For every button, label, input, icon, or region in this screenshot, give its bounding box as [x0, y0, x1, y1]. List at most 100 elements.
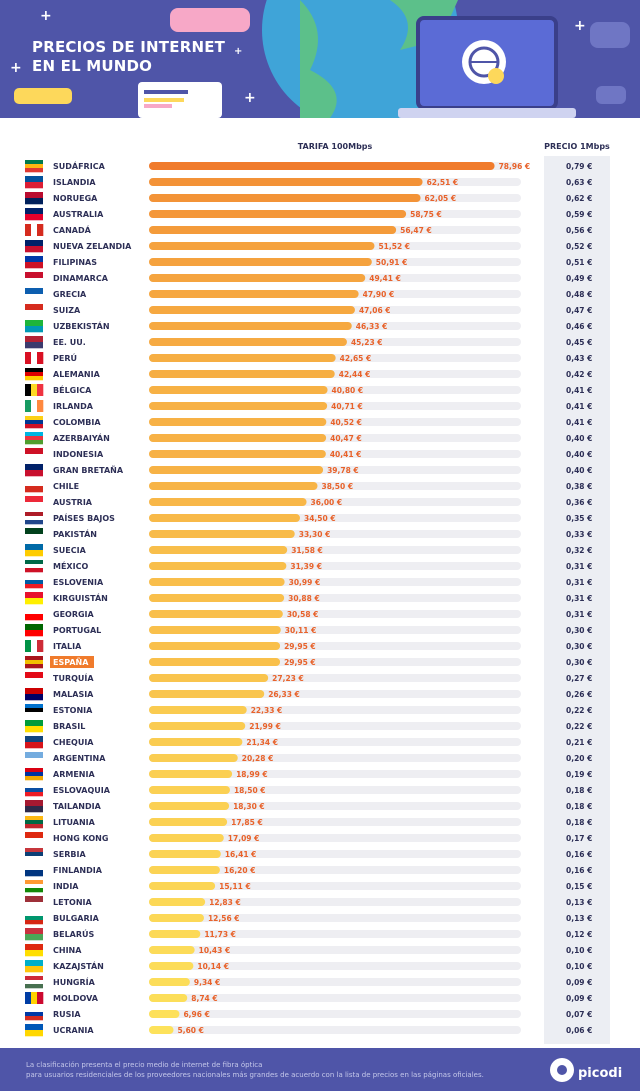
country-label: IRLANDA — [53, 402, 94, 411]
bar — [149, 162, 495, 170]
price-per-mbps-label: 0,30 € — [566, 626, 592, 635]
price-per-mbps-label: 0,43 € — [566, 354, 592, 363]
flag-lt-icon — [25, 816, 43, 829]
bar — [149, 1010, 180, 1018]
price-per-mbps-label: 0,31 € — [566, 610, 592, 619]
bar-track — [149, 946, 521, 954]
country-label: SERBIA — [53, 850, 86, 859]
column-header-precio: PRECIO 1Mbps — [544, 142, 610, 151]
bar-value-label: 33,30 € — [299, 530, 331, 539]
flag-ph-icon — [25, 256, 43, 269]
bar — [149, 306, 355, 314]
country-label: AZERBAIYÁN — [53, 432, 110, 443]
table-row: ARGENTINA 20,28 € 0,20 € — [25, 752, 592, 765]
table-row: PAÍSES BAJOS 34,50 € 0,35 € — [25, 512, 592, 525]
country-label: ARGENTINA — [53, 754, 106, 763]
bar — [149, 626, 281, 634]
bar — [149, 514, 300, 522]
country-label: COLOMBIA — [53, 418, 101, 427]
price-per-mbps-label: 0,45 € — [566, 338, 592, 347]
magnifier-icon — [488, 68, 504, 84]
table-row: CHILE 38,50 € 0,38 € — [25, 480, 592, 493]
bar-value-label: 62,51 € — [427, 178, 459, 187]
country-label: FINLANDIA — [53, 866, 103, 875]
bar — [149, 786, 230, 794]
bar — [149, 210, 407, 218]
price-per-mbps-label: 0,30 € — [566, 658, 592, 667]
flag-se-icon — [25, 544, 43, 557]
country-label: SUDÁFRICA — [53, 160, 106, 171]
table-row: COLOMBIA 40,52 € 0,41 € — [25, 416, 592, 429]
price-per-mbps-label: 0,56 € — [566, 226, 592, 235]
bar-value-label: 40,80 € — [332, 386, 364, 395]
table-row: PAKISTÁN 33,30 € 0,33 € — [25, 528, 592, 541]
bar — [149, 690, 265, 698]
country-label: NUEVA ZELANDIA — [53, 242, 132, 251]
bar-value-label: 29,95 € — [284, 658, 316, 667]
country-label: ESPAÑA — [53, 657, 89, 667]
bar-chart-svg: TARIFA 100Mbps PRECIO 1Mbps SUDÁFRICA 78,96… — [25, 142, 610, 1044]
bar — [149, 818, 228, 826]
country-label: BÉLGICA — [53, 384, 92, 395]
table-row: ESTONIA 22,33 € 0,22 € — [25, 704, 592, 717]
price-per-mbps-label: 0,41 € — [566, 386, 592, 395]
bar — [149, 594, 285, 602]
price-per-mbps-label: 0,63 € — [566, 178, 592, 187]
bar — [149, 434, 327, 442]
bar — [149, 546, 288, 554]
price-per-mbps-label: 0,19 € — [566, 770, 592, 779]
bar-value-label: 29,95 € — [284, 642, 316, 651]
flag-nz-icon — [25, 240, 43, 253]
table-row: LITUANIA 17,85 € 0,18 € — [25, 816, 592, 829]
country-label: GRECIA — [53, 290, 87, 299]
price-per-mbps-label: 0,18 € — [566, 818, 592, 827]
price-per-mbps-label: 0,31 € — [566, 594, 592, 603]
table-row: FINLANDIA 16,20 € 0,16 € — [25, 864, 592, 877]
bar — [149, 290, 359, 298]
bar-value-label: 40,71 € — [331, 402, 363, 411]
flag-id-icon — [25, 448, 43, 461]
bar-value-label: 40,52 € — [330, 418, 362, 427]
bar-value-label: 11,73 € — [204, 930, 236, 939]
bar — [149, 850, 221, 858]
price-per-mbps-label: 0,79 € — [566, 162, 592, 171]
bar-track — [149, 994, 521, 1002]
country-label: CHILE — [53, 482, 79, 491]
bar — [149, 610, 283, 618]
table-row: ESPAÑA 29,95 € 0,30 € — [25, 656, 592, 669]
plus-icon: + — [574, 18, 586, 34]
country-label: GRAN BRETAÑA — [53, 465, 124, 475]
bar-value-label: 15,11 € — [219, 882, 251, 891]
price-per-mbps-label: 0,10 € — [566, 946, 592, 955]
bar-track — [149, 866, 521, 874]
price-per-mbps-label: 0,31 € — [566, 562, 592, 571]
bar — [149, 642, 281, 650]
country-label: ARMENIA — [53, 770, 95, 779]
bar-value-label: 26,33 € — [268, 690, 300, 699]
price-per-mbps-label: 0,18 € — [566, 802, 592, 811]
bar-track — [149, 930, 521, 938]
table-row: GRECIA 47,90 € 0,48 € — [25, 288, 592, 301]
bar — [149, 530, 295, 538]
bar-track — [149, 978, 521, 986]
country-label: NORUEGA — [53, 194, 98, 203]
country-label: EE. UU. — [53, 338, 86, 347]
page-title: PRECIOS DE INTERNET EN EL MUNDO — [32, 38, 226, 75]
country-label: LITUANIA — [53, 818, 96, 827]
price-per-mbps-label: 0,26 € — [566, 690, 592, 699]
chat-icon — [590, 22, 630, 48]
bar — [149, 466, 324, 474]
bar-value-label: 12,83 € — [209, 898, 241, 907]
bar — [149, 674, 269, 682]
bar-value-label: 56,47 € — [400, 226, 432, 235]
table-row: BULGARIA 12,56 € 0,13 € — [25, 912, 592, 925]
bar-value-label: 31,39 € — [290, 562, 322, 571]
table-row: NUEVA ZELANDIA 51,52 € 0,52 € — [25, 240, 592, 253]
country-label: BULGARIA — [53, 914, 100, 923]
flag-in-icon — [25, 880, 43, 893]
flag-is-icon — [25, 176, 43, 189]
speech-bubble-icon — [170, 8, 250, 32]
bar-track — [149, 1026, 521, 1034]
price-per-mbps-label: 0,22 € — [566, 706, 592, 715]
bar — [149, 738, 243, 746]
